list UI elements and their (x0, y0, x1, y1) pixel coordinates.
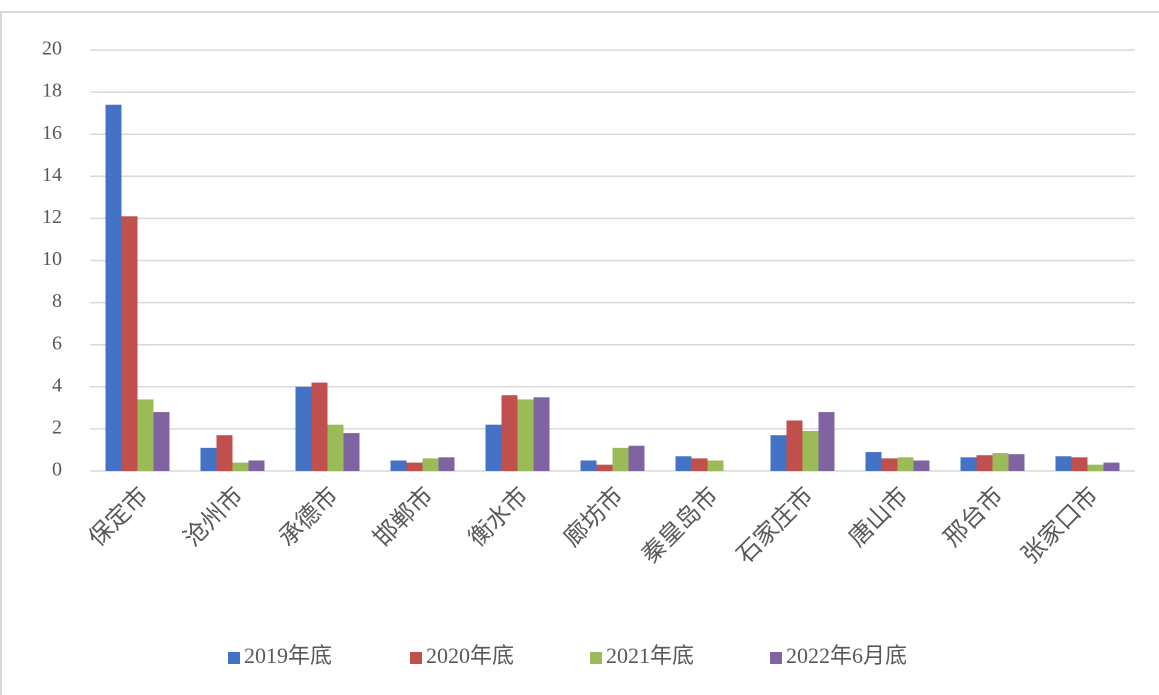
x-tick-label: 承德市 (274, 482, 344, 552)
bar (343, 433, 360, 471)
y-tick-label: 6 (52, 332, 62, 354)
y-tick-label: 16 (42, 122, 62, 144)
bar (675, 456, 692, 471)
legend-label: 2020年底 (426, 643, 514, 668)
y-tick-label: 0 (52, 459, 62, 481)
y-tick-label: 14 (42, 164, 62, 186)
bar (232, 462, 249, 471)
bar (390, 460, 407, 471)
x-tick-label: 邯郸市 (369, 482, 439, 552)
bar (422, 458, 439, 471)
bar (707, 460, 724, 471)
bar (865, 452, 882, 471)
bar (992, 453, 1009, 471)
y-tick-label: 2 (52, 416, 62, 438)
bar (1087, 464, 1104, 471)
bar (501, 395, 518, 471)
bar (818, 412, 835, 471)
y-tick-label: 12 (42, 206, 62, 228)
bar (406, 462, 423, 471)
bar (153, 412, 170, 471)
y-tick-label: 4 (52, 374, 62, 396)
bar (913, 460, 930, 471)
y-tick-label: 10 (42, 248, 62, 270)
bar (1071, 457, 1088, 471)
bar (533, 397, 550, 471)
bar (786, 420, 803, 471)
bar (1103, 462, 1120, 471)
bar (1008, 454, 1025, 471)
x-tick-label: 邢台市 (939, 482, 1009, 552)
bar (612, 447, 629, 471)
bar (960, 457, 977, 471)
bar (438, 457, 455, 471)
bar (691, 458, 708, 471)
x-tick-label: 秦皇岛市 (637, 482, 724, 569)
bar (596, 464, 613, 471)
bar (1055, 456, 1072, 471)
bar (770, 435, 787, 471)
bar (121, 216, 138, 471)
x-tick-label: 沧州市 (179, 482, 249, 552)
bar (311, 382, 328, 471)
bar (580, 460, 597, 471)
bar (517, 399, 534, 471)
x-tick-label: 唐山市 (844, 482, 914, 552)
y-tick-label: 18 (42, 80, 62, 102)
legend-label: 2021年底 (606, 643, 694, 668)
x-tick-label: 张家口市 (1017, 482, 1104, 569)
bar (137, 399, 154, 471)
bar (802, 431, 819, 471)
x-tick-label: 廊坊市 (559, 482, 629, 552)
legend-swatch (770, 652, 782, 664)
x-tick-label: 保定市 (84, 482, 154, 552)
x-tick-label: 衡水市 (464, 482, 534, 552)
bar (200, 447, 217, 471)
y-tick-label: 8 (52, 290, 62, 312)
bar (248, 460, 265, 471)
legend-swatch (590, 652, 602, 664)
bar (216, 435, 233, 471)
legend-swatch (410, 652, 422, 664)
bar (485, 424, 502, 471)
bar (881, 458, 898, 471)
bar (327, 424, 344, 471)
legend-label: 2022年6月底 (786, 643, 907, 668)
x-tick-label: 石家庄市 (732, 482, 819, 569)
bar (976, 455, 993, 471)
bar (295, 386, 312, 471)
bar (628, 445, 645, 471)
legend-label: 2019年底 (244, 643, 332, 668)
y-tick-label: 20 (42, 38, 62, 60)
legend-swatch (228, 652, 240, 664)
bar (897, 457, 914, 471)
bar (105, 104, 122, 471)
chart-frame (0, 11, 1159, 695)
